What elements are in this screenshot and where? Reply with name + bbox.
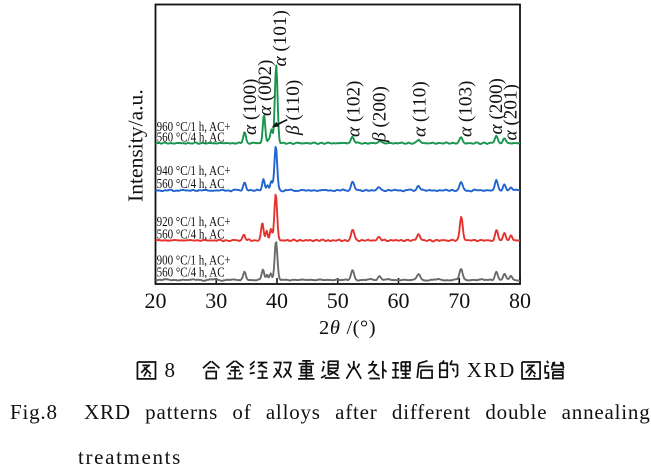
svg-text:α (201): α (201) [501, 84, 522, 140]
svg-text:900 °C/1 h, AC+: 900 °C/1 h, AC+ [157, 253, 231, 268]
svg-text:Intensity/a.u.: Intensity/a.u. [123, 89, 147, 202]
svg-text:α (102): α (102) [344, 81, 365, 137]
svg-text:α (103): α (103) [456, 81, 477, 137]
svg-text:α (002): α (002) [255, 60, 276, 116]
svg-text:β (110): β (110) [283, 80, 304, 136]
svg-text:80: 80 [509, 288, 531, 313]
svg-text:50: 50 [327, 288, 349, 313]
svg-text:α (101): α (101) [270, 10, 291, 66]
svg-text:560 °C/4 h, AC: 560 °C/4 h, AC [157, 265, 225, 280]
svg-text:β (200): β (200) [370, 86, 391, 143]
svg-text:960 °C/1 h, AC+: 960 °C/1 h, AC+ [157, 120, 231, 135]
svg-text:XRD: XRD [467, 358, 516, 382]
svg-text:8: 8 [165, 358, 176, 382]
svg-text:40: 40 [266, 288, 288, 313]
svg-text:20: 20 [145, 288, 167, 313]
svg-text:α (200): α (200) [486, 78, 507, 134]
svg-text:940 °C/1 h, AC+: 940 °C/1 h, AC+ [157, 164, 231, 179]
svg-text:α (100): α (100) [240, 79, 261, 135]
svg-text:920 °C/1 h, AC+: 920 °C/1 h, AC+ [157, 215, 231, 230]
svg-text:2θ/(°): 2θ/(°) [319, 317, 376, 339]
svg-text:560 °C/4 h, AC: 560 °C/4 h, AC [157, 177, 225, 192]
svg-text:30: 30 [205, 288, 227, 313]
svg-text:560 °C/4 h, AC: 560 °C/4 h, AC [157, 228, 225, 243]
svg-text:560 °C/4 h, AC: 560 °C/4 h, AC [157, 131, 225, 146]
svg-text:α (110): α (110) [410, 81, 431, 137]
svg-text:60: 60 [388, 288, 410, 313]
svg-text:70: 70 [448, 288, 470, 313]
